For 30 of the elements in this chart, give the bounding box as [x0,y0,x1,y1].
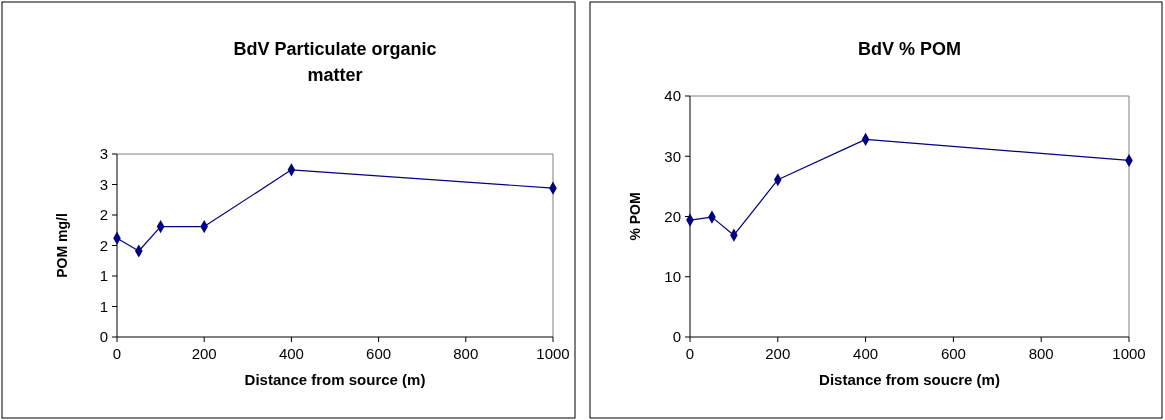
y-tick-label: 40 [664,87,681,105]
x-axis-title: Distance from soucre (m) [819,371,1000,388]
x-tick-label: 200 [191,345,217,362]
x-axis-title: Distance from source (m) [244,371,426,388]
y-tick-label: 3 [99,175,108,193]
x-tick-label: 800 [1028,345,1054,362]
y-tick-label: 2 [99,236,108,254]
y-tick-label: 1 [99,297,108,315]
y-tick-label: 0 [99,328,108,346]
x-tick-label: 800 [453,345,479,362]
y-tick-label: 3 [99,145,108,163]
y-tick-label: 1 [99,267,108,285]
y-tick-label: 0 [672,328,681,346]
y-tick-label: 10 [664,268,681,285]
x-tick-label: 0 [112,345,122,362]
x-tick-label: 400 [278,345,304,362]
chart-title: BdV Particulate organic matter [233,39,437,85]
y-tick-label: 30 [664,147,681,165]
x-tick-label: 400 [853,345,879,362]
y-tick-label: 2 [99,206,108,224]
x-tick-label: 200 [765,345,791,362]
x-tick-label: 1000 [1112,345,1146,362]
y-tick-label: 20 [664,207,681,225]
x-tick-label: 600 [366,345,392,362]
chart-title: BdV % POM [857,39,962,59]
x-tick-label: 0 [685,345,695,362]
x-tick-label: 1000 [536,345,570,362]
x-tick-label: 600 [940,345,966,362]
y-axis-title: % POM [627,192,643,241]
y-axis-title: POM mg/l [54,213,70,278]
